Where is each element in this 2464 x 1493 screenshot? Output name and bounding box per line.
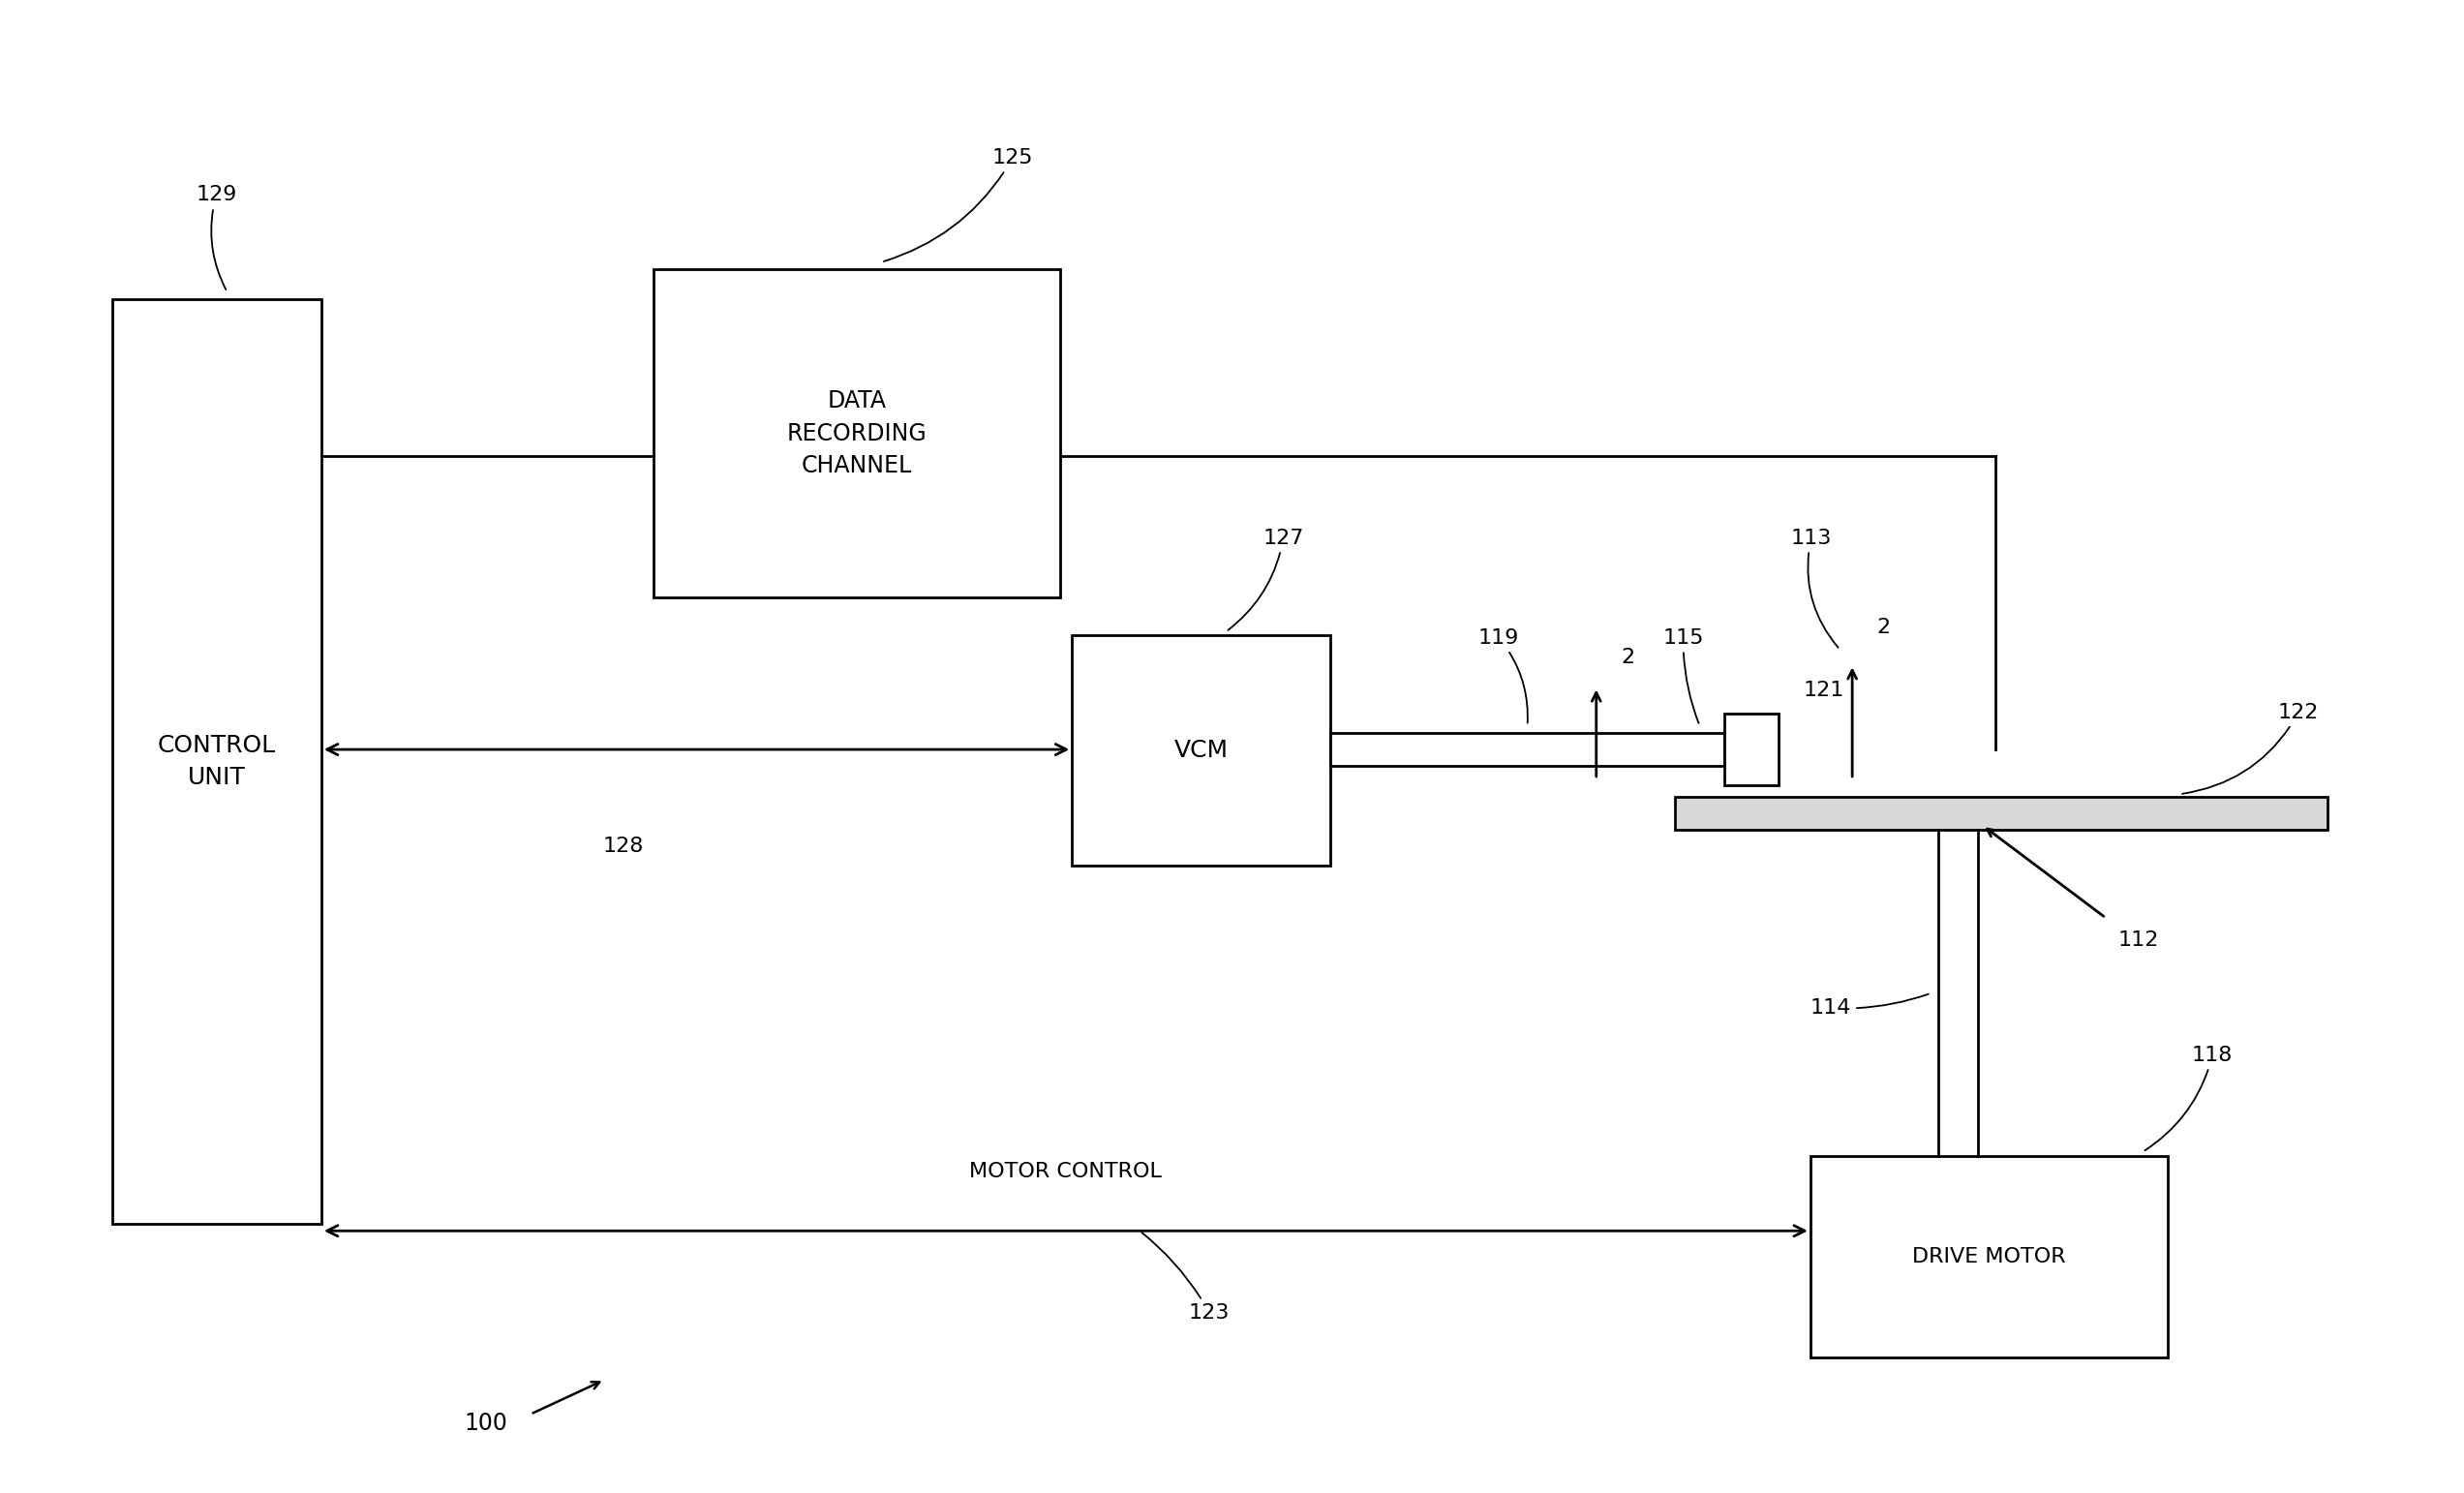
Bar	[653, 270, 1060, 597]
Bar	[1072, 635, 1331, 866]
Text: 113: 113	[1791, 529, 1838, 648]
Bar	[111, 300, 320, 1223]
Text: 129: 129	[195, 185, 237, 290]
Text: DRIVE MOTOR: DRIVE MOTOR	[1912, 1247, 2065, 1266]
Text: 100: 100	[466, 1411, 508, 1435]
Text: 114: 114	[1811, 994, 1929, 1018]
Text: 123: 123	[1141, 1233, 1230, 1323]
Text: 112: 112	[2119, 930, 2158, 950]
Text: 125: 125	[885, 148, 1032, 261]
Bar	[1811, 1157, 2168, 1357]
Text: CONTROL
UNIT: CONTROL UNIT	[158, 733, 276, 790]
Text: 2: 2	[1878, 618, 1890, 638]
Bar	[1676, 797, 2328, 830]
Text: MOTOR CONTROL: MOTOR CONTROL	[971, 1162, 1163, 1181]
Text: 119: 119	[1478, 629, 1528, 723]
Text: 128: 128	[601, 836, 643, 855]
Bar	[1331, 733, 1725, 766]
Text: 115: 115	[1663, 629, 1705, 723]
Text: 122: 122	[2183, 703, 2319, 794]
Text: 118: 118	[2146, 1045, 2232, 1151]
Text: VCM: VCM	[1173, 739, 1230, 761]
Bar	[1725, 714, 1779, 785]
Text: 2: 2	[1621, 648, 1634, 667]
Text: DATA
RECORDING
CHANNEL: DATA RECORDING CHANNEL	[786, 390, 926, 478]
Text: 127: 127	[1227, 529, 1303, 630]
Text: 121: 121	[1804, 681, 1843, 700]
